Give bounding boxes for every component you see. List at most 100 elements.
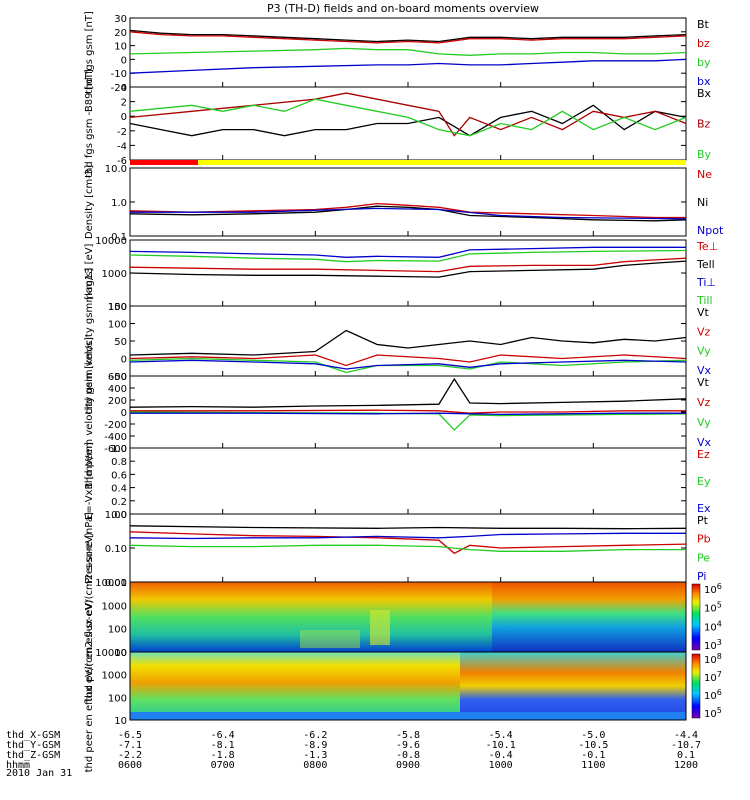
orbit-value: -10.1 — [486, 740, 516, 751]
y-tick-label: 100 — [108, 693, 127, 704]
y-tick-label: 600 — [108, 372, 127, 383]
orbit-row-label: hhmm — [6, 760, 30, 771]
legend-entry-Pt: Pt — [697, 514, 709, 527]
orbit-value: -8.9 — [303, 740, 327, 751]
y-tick-label: -6 — [117, 156, 127, 167]
y-tick-label: -2 — [117, 127, 127, 138]
y-tick-label: 10 — [114, 648, 127, 659]
panel-frame — [129, 447, 687, 515]
y-tick-label: 1000 — [102, 601, 127, 612]
ion-colorbar-label: 103 — [704, 638, 722, 653]
orbit-value: 0800 — [303, 760, 327, 771]
series-line-Te⊥ — [129, 257, 687, 273]
orbit-value: -4.4 — [674, 730, 698, 741]
y-tick-label: 50 — [114, 337, 127, 348]
electron-spectrogram — [130, 652, 686, 720]
y-tick-label: 0 — [121, 355, 127, 366]
series-line-Pe — [129, 544, 686, 552]
legend-entry-Vy: Vy — [697, 416, 711, 429]
orbit-value: -0.4 — [489, 750, 513, 761]
orbit-value: -1.8 — [211, 750, 235, 761]
orbit-value: 1200 — [674, 760, 698, 771]
legend-entry-By: By — [697, 148, 712, 161]
y-tick-label: 400 — [108, 384, 127, 395]
series-line-Vz — [129, 354, 687, 367]
orbit-value: -0.1 — [581, 750, 605, 761]
legend-entry-Ti⊥: Ti⊥ — [696, 276, 716, 289]
y-tick-label: 0.10 — [105, 544, 127, 555]
y-tick-label: 1.00 — [105, 510, 127, 521]
orbit-value: -1.3 — [303, 750, 327, 761]
orbit-value: 1000 — [489, 760, 513, 771]
ion-colorbar — [691, 583, 701, 651]
y-tick-label: -200 — [104, 420, 127, 431]
series-line-Vy — [129, 411, 687, 431]
y-tick-label: -600 — [104, 444, 127, 455]
legend-entry-Ey: Ey — [697, 475, 711, 488]
legend-entry-bx: bx — [697, 75, 711, 88]
y-tick-label: 1.0 — [111, 444, 127, 455]
series-line-Tell — [129, 260, 687, 278]
y-tick-label: -50 — [111, 372, 127, 383]
legend-entry-Ez: Ez — [697, 448, 710, 461]
y-axis-label: E=-VxB [mV/m] — [84, 442, 95, 520]
legend-entry-Ne: Ne — [697, 168, 712, 181]
panel-4: 10000 1000 100 mag13 [eV] Te⊥ Tell Ti⊥ Till — [84, 236, 718, 313]
y-tick-label: 30 — [114, 14, 127, 25]
panel-frame — [129, 167, 687, 237]
y-tick-label: 1.0 — [111, 198, 127, 209]
y-tick-label: -4 — [117, 141, 127, 152]
orbit-value: -0.8 — [396, 750, 420, 761]
orbit-value: 0900 — [396, 760, 420, 771]
y-tick-label: 1000 — [102, 269, 127, 280]
y-axis-label: thd fgs gsm -B89 [nT] — [84, 69, 95, 178]
y-axis-label: thd peim velocity gsm [km/s] — [84, 268, 95, 415]
figure-title: P3 (TH-D) fields and on-board moments ov… — [267, 2, 539, 15]
orbit-value: -6.2 — [303, 730, 327, 741]
legend-entry-Vz: Vz — [697, 396, 711, 409]
y-axis-label: thd peir en eflux eV/(cm2-s-sr-eV) — [84, 532, 95, 701]
ion-spectrogram — [130, 582, 686, 652]
series-line-Ti⊥ — [129, 246, 686, 258]
panel-frame — [129, 513, 687, 583]
orbit-value: -2.2 — [118, 750, 142, 761]
y-tick-label: 0.01 — [105, 578, 127, 589]
electron-colorbar — [691, 653, 701, 719]
panel-frame — [129, 239, 687, 307]
y-tick-label: 10000 — [95, 578, 127, 589]
series-line-Ni — [129, 205, 687, 222]
series-line-bx — [129, 58, 687, 74]
orbit-value: -5.4 — [489, 730, 513, 741]
ion-colorbar-label: 106 — [704, 582, 722, 597]
panel-1: 30 20 10 0 -10 -20 thd fgs gsm [nT] Bt bz by bx — [84, 11, 711, 94]
electron-colorbar-label: 106 — [704, 688, 722, 703]
y-tick-label: 0 — [121, 112, 127, 123]
electron-colorbar-label: 105 — [704, 706, 722, 721]
y-tick-label: 20 — [114, 28, 127, 39]
series-line-Vt — [129, 329, 687, 356]
legend-entry-Bt: Bt — [697, 18, 710, 31]
series-line-by — [129, 47, 687, 56]
legend-entry-Tell: Tell — [696, 258, 715, 271]
y-tick-label: -400 — [104, 432, 127, 443]
y-tick-label: 2 — [121, 98, 127, 109]
panel-3: 10.0 1.0 0.1 Density [cm-3] Ne Ni Npot — [84, 164, 724, 243]
panel-7: 1.0 0.8 0.6 0.4 0.2 0.0 E=-VxB [mV/m] Ez Ey Ex — [84, 442, 711, 521]
orbit-value: -6.4 — [211, 730, 235, 741]
y-axis-label: mag13 [eV] — [84, 243, 95, 302]
y-tick-label: 100 — [108, 302, 127, 313]
y-tick-label: 0.4 — [111, 484, 127, 495]
y-tick-label: 0.1 — [111, 232, 127, 243]
y-tick-label: 0 — [121, 408, 127, 419]
orbit-value: -5.0 — [581, 730, 605, 741]
series-line-Till — [129, 249, 687, 263]
orbit-row-label: thd_Z-GSM — [6, 750, 60, 761]
orbit-value: -10.7 — [671, 740, 701, 751]
orbit-value: -7.1 — [118, 740, 142, 751]
orbit-row-label: thd_Y-GSM — [6, 740, 60, 751]
legend-entry-Till: Till — [696, 294, 713, 307]
orbit-value: 0.1 — [677, 750, 695, 761]
legend-entry-Vy: Vy — [697, 345, 711, 358]
series-line-Vy — [129, 357, 687, 374]
